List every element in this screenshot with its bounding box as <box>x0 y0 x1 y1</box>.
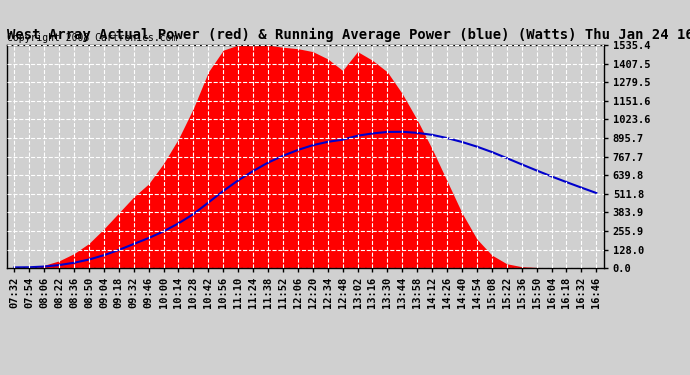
Text: Copyright 2008 Cartronics.com: Copyright 2008 Cartronics.com <box>7 33 177 43</box>
Text: West Array Actual Power (red) & Running Average Power (blue) (Watts) Thu Jan 24 : West Array Actual Power (red) & Running … <box>7 28 690 42</box>
